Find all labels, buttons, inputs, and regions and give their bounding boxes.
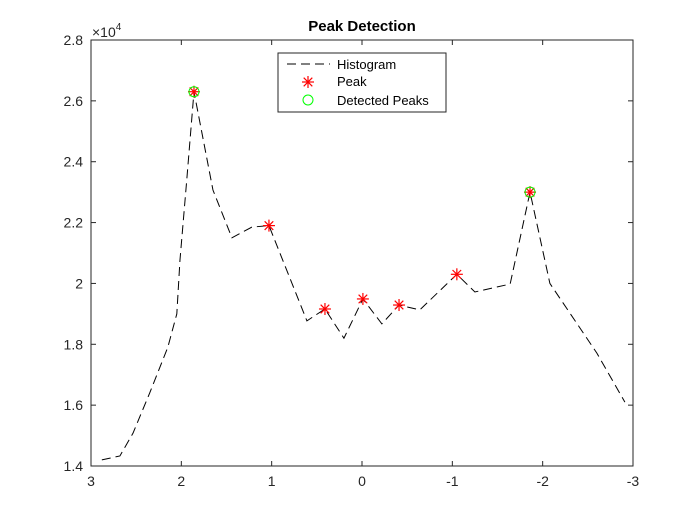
y-tick-label: 1.4: [64, 458, 84, 474]
y-tick-label: 2.6: [64, 93, 84, 109]
detected-peak-marker: [524, 186, 536, 198]
peak-marker: [524, 186, 537, 199]
y-tick-label: 1.8: [64, 336, 84, 352]
y-tick-label: 2.8: [64, 32, 84, 48]
x-tick-label: 1: [268, 473, 276, 489]
legend-detected-swatch: [302, 94, 314, 106]
y-tick-label: 2: [75, 275, 83, 291]
peak-marker: [187, 85, 200, 98]
y-tick-label: 2.4: [64, 154, 84, 170]
x-tick-label: -3: [627, 473, 640, 489]
peak-marker: [356, 292, 369, 305]
y-exponent-label: ×104: [92, 22, 122, 40]
x-tick-label: 3: [87, 473, 95, 489]
detected-peak-marker: [188, 86, 200, 98]
peak-marker: [318, 302, 331, 315]
legend-peak-label: Peak: [337, 74, 367, 89]
x-tick-label: -1: [446, 473, 459, 489]
y-tick-label: 2.2: [64, 215, 84, 231]
y-tick-label: 1.6: [64, 397, 84, 413]
legend-peak-swatch: [302, 76, 314, 88]
x-tick-label: -2: [536, 473, 549, 489]
legend-detected-label: Detected Peaks: [337, 93, 429, 108]
peak-marker: [450, 268, 463, 281]
peak-marker: [393, 299, 406, 312]
chart-title: Peak Detection: [308, 18, 416, 35]
histogram-line: [101, 91, 626, 461]
x-tick-label: 0: [358, 473, 366, 489]
x-tick-label: 2: [177, 473, 185, 489]
legend: Histogram Peak Detected Peaks: [277, 52, 447, 113]
peak-marker: [262, 219, 275, 232]
legend-histogram-label: Histogram: [337, 57, 396, 72]
legend-star-icon: [302, 76, 314, 88]
